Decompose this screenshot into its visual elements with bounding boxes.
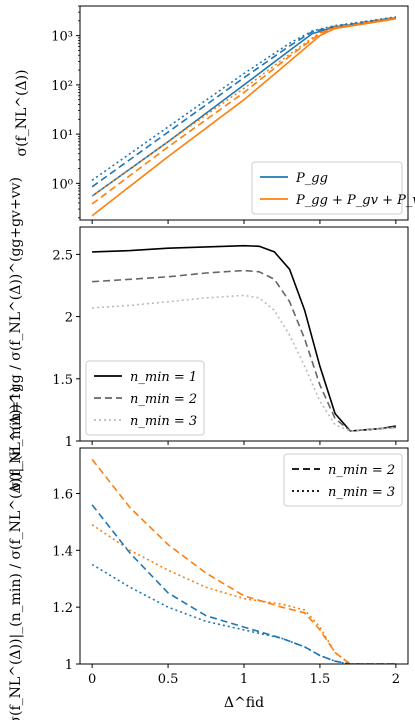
legend-label: n_min = 3 — [130, 414, 197, 429]
x-axis-label: Δ^fid — [224, 695, 264, 711]
series-line-top-3 — [91, 18, 397, 217]
y-tick-label: 1.4 — [52, 544, 73, 559]
y-tick-label: 1 — [65, 435, 73, 450]
legend-label: n_min = 2 — [328, 463, 395, 478]
legend-label: P_gg + P_gv + P_vv — [295, 193, 415, 208]
legend-middle: n_min = 1 n_min = 2 n_min = 3 — [85, 360, 205, 436]
panel-top: 10⁰ 10¹ 10² 10³ σ(f_NL^(Δ)) P_gg P_gg + P_gv +… — [14, 5, 415, 224]
legend-top: P_gg P_gg + P_gv + P_vv — [251, 161, 415, 215]
y-tick-label: 1.5 — [52, 373, 73, 388]
series-line-bottom-2 — [91, 504, 396, 664]
y-axis-label-bottom: σ(f_NL^(Δ))|_(n_min) / σ(f_NL^(Δ))|_(n_m… — [8, 386, 24, 720]
series-line-bottom-3 — [91, 563, 396, 664]
y-tick-label: 10³ — [51, 30, 73, 45]
series-line-bottom-0 — [91, 458, 396, 664]
legend-box — [85, 360, 205, 436]
y-axis-label-top: σ(f_NL^(Δ)) — [14, 70, 30, 157]
legend-label: P_gg — [295, 171, 328, 186]
x-tick-label: 1.5 — [310, 672, 331, 687]
y-tick-label: 1.6 — [52, 487, 73, 502]
panel-bottom: 1 1.2 1.4 1.6 0 0.5 1 1.5 2 σ(f_NL^(Δ))|_(n_min) … — [8, 386, 409, 720]
series-line-top-1 — [91, 16, 397, 188]
series-line-middle-1 — [92, 269, 396, 432]
legend-box — [251, 161, 403, 215]
legend-box — [283, 453, 403, 507]
y-tick-label: 10² — [51, 79, 73, 94]
series-line-middle-2 — [92, 294, 396, 432]
legend-label: n_min = 3 — [328, 485, 395, 500]
y-tick-label: 2.5 — [52, 248, 73, 263]
series-line-bottom-1 — [91, 524, 396, 664]
y-tick-label: 2 — [65, 311, 73, 326]
legend-bottom: n_min = 2 n_min = 3 — [283, 453, 403, 507]
x-tick-label: 0.5 — [158, 672, 179, 687]
y-tick-label: 10⁰ — [51, 177, 73, 192]
y-tick-label: 1 — [65, 658, 73, 673]
y-tick-label: 10¹ — [51, 128, 73, 143]
series-line-top-2 — [91, 16, 397, 181]
series-line-top-0 — [91, 17, 397, 197]
x-tick-label: 1 — [240, 672, 248, 687]
x-tick-label: 0 — [88, 672, 96, 687]
series-line-top-5 — [91, 17, 397, 197]
y-axis-label-middle: σ(f_NL^(Δ))^gg / σ(f_NL^(Δ))^(gg+gv+vv) — [8, 177, 24, 491]
legend-label: n_min = 2 — [130, 392, 197, 407]
series-line-top-4 — [91, 17, 397, 205]
y-tick-label: 1.2 — [52, 601, 73, 616]
x-tick-label: 2 — [392, 672, 400, 687]
legend-label: n_min = 1 — [130, 370, 197, 385]
panel-middle: 1 1.5 2 2.5 σ(f_NL^(Δ))^gg / σ(f_NL^(Δ))^(gg… — [8, 177, 409, 491]
